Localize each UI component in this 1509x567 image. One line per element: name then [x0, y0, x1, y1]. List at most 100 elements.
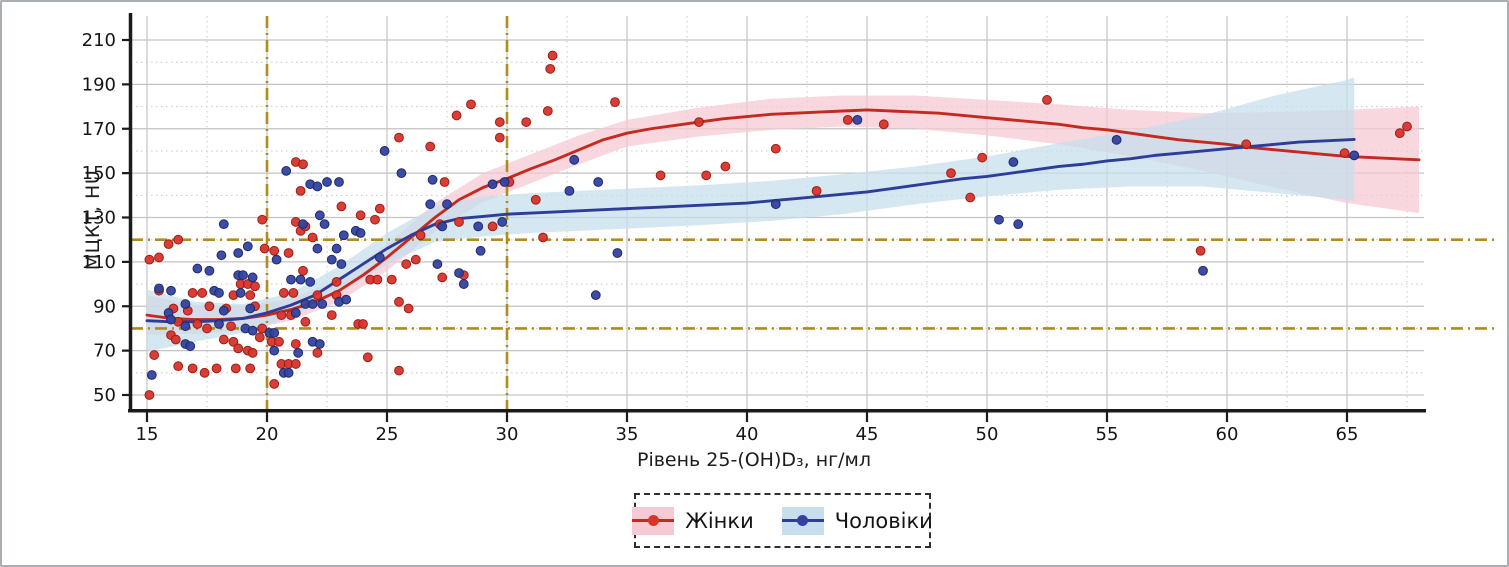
data-point-women [439, 177, 450, 187]
data-point-men [314, 210, 325, 221]
data-point-men [564, 185, 575, 196]
data-point-women [374, 203, 385, 214]
data-point-men [593, 177, 604, 187]
data-point-women [1042, 95, 1052, 105]
data-point-women [454, 217, 464, 227]
data-point-men [319, 219, 330, 230]
x-tick-label: 20 [256, 424, 279, 445]
legend-label-men: Чоловіки [834, 508, 933, 533]
legend-item-men[interactable]: Чоловіки [781, 506, 933, 535]
data-point-men [269, 345, 280, 356]
data-point-women [245, 290, 256, 301]
data-point-women [545, 63, 556, 74]
data-point-women [173, 361, 184, 372]
data-point-men [473, 221, 484, 232]
data-point-women [331, 276, 342, 287]
data-point-men [214, 319, 224, 329]
data-point-women [494, 117, 505, 127]
data-point-women [204, 301, 215, 312]
data-point-men [458, 279, 469, 289]
data-point-women [247, 347, 258, 358]
legend-swatch-men-icon [781, 506, 824, 535]
data-point-women [245, 363, 256, 374]
data-point-women [701, 170, 712, 181]
data-point-women [401, 259, 412, 269]
data-point-women [842, 114, 853, 125]
data-point-women [655, 170, 666, 181]
data-point-men [499, 177, 510, 187]
data-point-men [374, 252, 385, 263]
data-point-women [355, 210, 366, 221]
data-point-women [233, 343, 244, 354]
data-point-men [166, 285, 176, 296]
data-point-women [202, 323, 212, 334]
data-point-men [994, 214, 1004, 225]
x-tick-label: 60 [1216, 424, 1239, 445]
data-point-women [394, 296, 404, 307]
data-point-men [233, 248, 244, 258]
data-point-men [317, 299, 328, 309]
data-point-women [1195, 245, 1206, 256]
y-tick-label: 130 [82, 208, 116, 229]
data-point-women [228, 336, 239, 347]
x-tick-label: 25 [376, 424, 399, 445]
data-point-men [214, 288, 224, 298]
data-point-men [432, 259, 443, 269]
data-point-women [257, 323, 268, 334]
data-point-men [192, 263, 203, 274]
data-point-women [362, 352, 373, 363]
x-tick-label: 40 [736, 424, 759, 445]
x-tick-labels: 15 20 25 30 35 40 45 50 55 60 65 [136, 424, 1359, 445]
data-point-women [372, 274, 383, 285]
data-point-men [242, 241, 253, 252]
data-point-men [180, 321, 191, 332]
x-tick-label: 45 [856, 424, 879, 445]
data-point-women [274, 336, 284, 347]
data-point-men [1198, 265, 1208, 276]
data-point-men [852, 114, 863, 125]
data-point-women [259, 243, 270, 254]
data-point-women [370, 214, 380, 225]
y-tick-label: 210 [82, 30, 116, 51]
data-point-women [386, 274, 397, 285]
legend-swatch-women-icon [632, 506, 675, 535]
data-point-women [298, 265, 308, 276]
data-point-women [1394, 128, 1405, 139]
data-point-men [396, 168, 407, 179]
confidence-band-men [147, 77, 1355, 352]
data-point-women [811, 185, 822, 196]
data-point-men [475, 245, 486, 256]
data-point-women [336, 201, 347, 212]
data-point-men [569, 154, 580, 165]
data-point-women [487, 221, 498, 232]
axes [122, 13, 1426, 422]
y-tick-label: 170 [82, 119, 116, 140]
data-point-men [341, 294, 352, 305]
data-point-women [290, 339, 301, 349]
data-point-men [355, 228, 366, 238]
data-point-men [1349, 150, 1360, 161]
trend-line-men [145, 137, 1356, 324]
data-point-men [247, 325, 258, 336]
y-tick-label: 110 [82, 252, 116, 273]
data-point-women [218, 334, 229, 345]
data-point-men [180, 299, 191, 309]
data-point-women [230, 363, 241, 374]
data-point-women [257, 214, 268, 225]
data-point-women [154, 252, 164, 263]
data-point-men [331, 243, 342, 254]
data-point-men [497, 217, 508, 227]
data-point-men [322, 177, 332, 187]
data-point-men [245, 303, 256, 314]
data-point-men [216, 250, 227, 261]
data-point-women [307, 232, 318, 243]
legend-item-women[interactable]: Жінки [632, 506, 754, 535]
data-point-men [290, 308, 301, 318]
data-point-women [530, 194, 541, 205]
data-point-men [247, 272, 258, 283]
data-point-women [538, 232, 548, 243]
x-tick-label: 30 [496, 424, 519, 445]
data-point-women [149, 350, 160, 360]
data-point-women [290, 359, 301, 369]
